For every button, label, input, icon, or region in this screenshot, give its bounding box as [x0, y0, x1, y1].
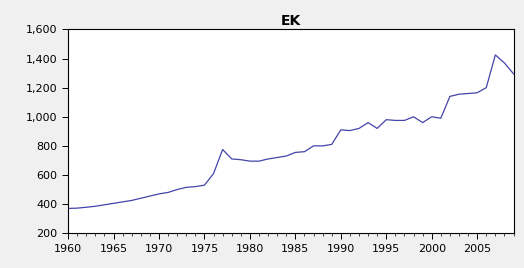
Title: EK: EK — [281, 14, 301, 28]
